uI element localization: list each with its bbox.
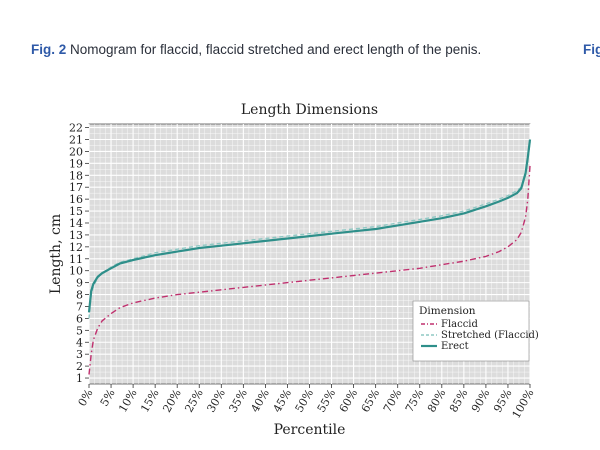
- x-tick-label: 40%: [249, 387, 272, 415]
- x-tick-label: 35%: [226, 387, 249, 415]
- x-tick-label: 100%: [510, 387, 537, 421]
- x-tick-label: 85%: [447, 387, 470, 415]
- grid: [88, 124, 531, 384]
- x-tick-label: 60%: [337, 387, 360, 415]
- legend-entry: Stretched (Flaccid): [441, 330, 539, 341]
- y-tick-label: 12: [69, 241, 83, 254]
- chart-title: Length Dimensions: [241, 102, 378, 118]
- y-tick-label: 2: [76, 360, 83, 373]
- y-tick-label: 17: [69, 181, 83, 194]
- y-tick-label: 21: [69, 134, 83, 147]
- y-tick-label: 10: [69, 265, 83, 278]
- x-tick-label: 65%: [359, 387, 382, 415]
- y-tick-label: 13: [69, 229, 83, 242]
- length-dimensions-chart: Length Dimensions12345678910111213141516…: [48, 102, 539, 438]
- y-tick-label: 14: [69, 217, 83, 230]
- x-tick-label: 75%: [403, 387, 426, 415]
- y-tick-label: 5: [76, 324, 83, 337]
- y-tick-label: 18: [69, 169, 83, 182]
- y-tick-label: 16: [69, 193, 83, 206]
- y-tick-label: 11: [69, 253, 83, 266]
- x-tick-label: 50%: [293, 387, 316, 415]
- y-tick-label: 7: [76, 300, 83, 313]
- series-line-erect: [87, 139, 532, 313]
- y-tick-label: 1: [76, 372, 83, 385]
- x-tick-label: 0%: [76, 387, 96, 409]
- x-tick-label: 10%: [116, 387, 139, 415]
- figure-label: Fig. 2: [31, 42, 67, 57]
- next-figure-label: Fig: [583, 42, 600, 57]
- x-tick-label: 90%: [469, 387, 492, 415]
- y-tick-label: 4: [76, 336, 83, 349]
- y-tick-label: 9: [76, 277, 83, 290]
- x-tick-label: 20%: [160, 387, 183, 415]
- legend-box: [412, 300, 530, 362]
- y-tick-label: 15: [69, 205, 83, 218]
- figure-caption-text: Nomogram for flaccid, flaccid stretched …: [70, 42, 482, 57]
- y-tick-label: 20: [69, 145, 83, 158]
- x-tick-label: 15%: [138, 387, 161, 415]
- x-tick-label: 70%: [381, 387, 404, 415]
- x-tick-label: 25%: [182, 387, 205, 415]
- x-tick-label: 5%: [98, 387, 118, 409]
- figure-caption: Fig. 2 Nomogram for flaccid, flaccid str…: [31, 37, 551, 63]
- y-tick-label: 8: [76, 289, 83, 302]
- x-tick-label: 55%: [315, 387, 338, 415]
- x-tick-label: 45%: [271, 387, 294, 415]
- y-tick-label: 22: [69, 122, 83, 135]
- x-axis-label: Percentile: [274, 422, 346, 438]
- y-tick-label: 3: [76, 348, 83, 361]
- x-tick-label: 80%: [425, 387, 448, 415]
- legend-title: Dimension: [419, 305, 476, 317]
- y-axis-label: Length, cm: [48, 214, 64, 294]
- series-line-flaccid: [88, 165, 531, 375]
- legend-entry: Flaccid: [441, 319, 478, 330]
- y-tick-label: 19: [69, 157, 83, 170]
- y-tick-label: 6: [76, 312, 83, 325]
- legend-entry: Erect: [441, 341, 469, 352]
- x-tick-label: 30%: [204, 387, 227, 415]
